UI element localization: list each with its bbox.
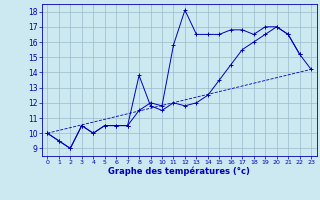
X-axis label: Graphe des températures (°c): Graphe des températures (°c) xyxy=(108,167,250,176)
